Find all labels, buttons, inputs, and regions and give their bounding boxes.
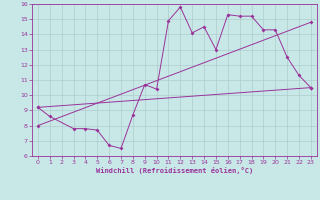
X-axis label: Windchill (Refroidissement éolien,°C): Windchill (Refroidissement éolien,°C) bbox=[96, 167, 253, 174]
